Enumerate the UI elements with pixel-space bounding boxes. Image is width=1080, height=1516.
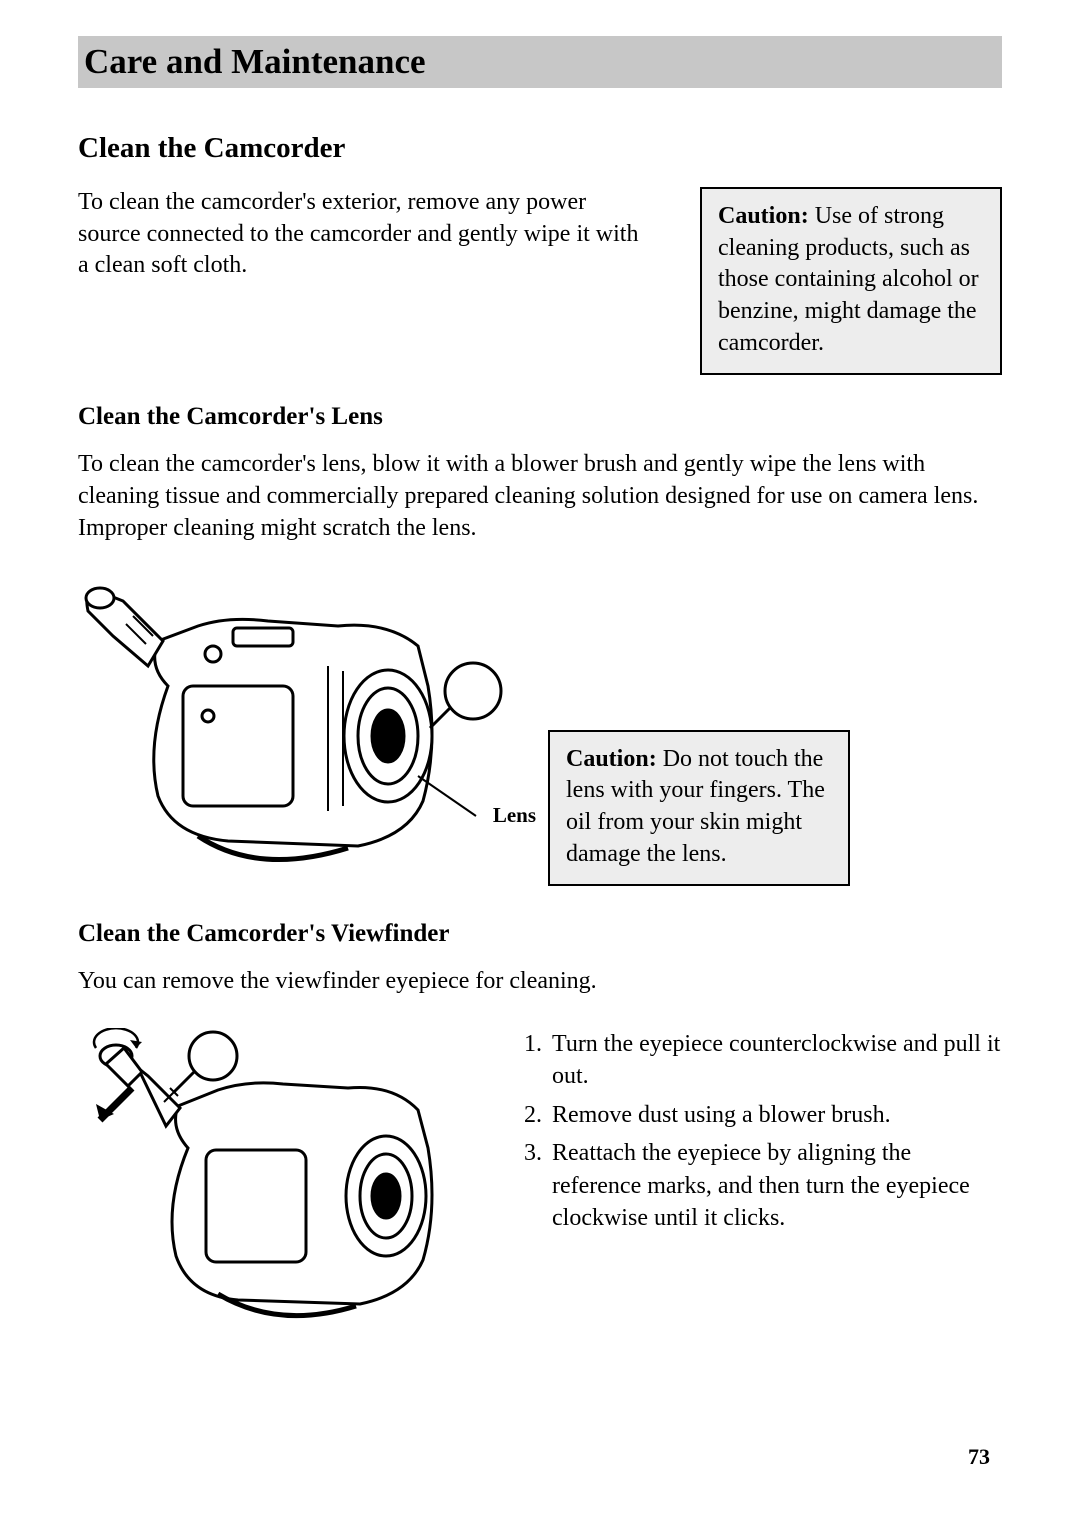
lens-caption: Lens	[493, 803, 536, 828]
camcorder-viewfinder-figure	[78, 1028, 448, 1338]
caution-box-lens: Caution: Do not touch the lens with your…	[548, 730, 850, 887]
clean-camcorder-intro: To clean the camcorder's exterior, remov…	[78, 187, 654, 282]
step-2: Remove dust using a blower brush.	[548, 1099, 1002, 1131]
caution-label: Caution:	[718, 203, 809, 229]
caution-label-lens: Caution:	[566, 746, 657, 772]
viewfinder-steps: Turn the eyepiece counterclockwise and p…	[518, 1028, 1002, 1234]
camcorder-viewfinder-illustration	[78, 1028, 448, 1338]
camcorder-lens-figure: Lens	[78, 566, 508, 886]
clean-viewfinder-intro: You can remove the viewfinder eyepiece f…	[78, 966, 1002, 998]
caution-box-products: Caution: Use of strong cleaning products…	[700, 187, 1002, 375]
section-title-bar: Care and Maintenance	[78, 36, 1002, 88]
heading-clean-viewfinder: Clean the Camcorder's Viewfinder	[78, 920, 1002, 948]
heading-clean-lens: Clean the Camcorder's Lens	[78, 403, 1002, 431]
step-1: Turn the eyepiece counterclockwise and p…	[548, 1028, 1002, 1093]
clean-lens-body: To clean the camcorder's lens, blow it w…	[78, 449, 1002, 544]
step-3: Reattach the eyepiece by aligning the re…	[548, 1137, 1002, 1234]
section-title: Care and Maintenance	[84, 42, 996, 82]
camcorder-lens-illustration	[78, 566, 508, 886]
heading-clean-camcorder: Clean the Camcorder	[78, 132, 1002, 165]
page-number: 73	[968, 1444, 990, 1470]
